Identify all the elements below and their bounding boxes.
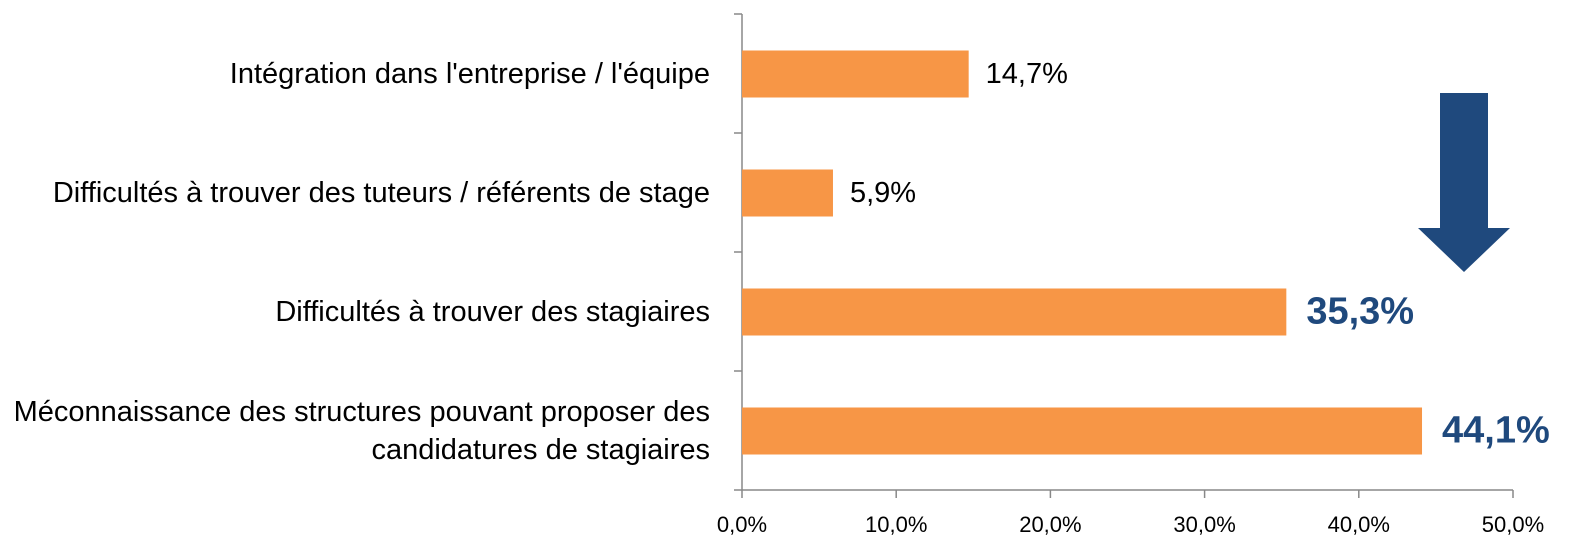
- bar: [742, 169, 833, 217]
- category-label: Difficultés à trouver des stagiaires: [275, 295, 710, 328]
- category-label: Intégration dans l'entreprise / l'équipe: [229, 57, 710, 90]
- bar: [742, 288, 1287, 336]
- value-label: 5,9%: [850, 177, 916, 209]
- value-label: 35,3%: [1306, 291, 1414, 333]
- x-tick-label: 0,0%: [717, 512, 767, 537]
- x-tick-label: 20,0%: [1019, 512, 1081, 537]
- category-label: Méconnaissance des structures pouvant pr…: [13, 395, 710, 466]
- x-tick-label: 40,0%: [1328, 512, 1390, 537]
- x-tick-label: 30,0%: [1173, 512, 1235, 537]
- bar: [742, 50, 969, 98]
- value-label: 44,1%: [1442, 410, 1550, 452]
- x-tick-label: 10,0%: [865, 512, 927, 537]
- bar: [742, 407, 1423, 455]
- arrow: [1418, 93, 1510, 272]
- x-tick-label: 50,0%: [1482, 512, 1544, 537]
- value-label: 14,7%: [986, 58, 1068, 90]
- category-label: Difficultés à trouver des tuteurs / réfé…: [52, 176, 710, 209]
